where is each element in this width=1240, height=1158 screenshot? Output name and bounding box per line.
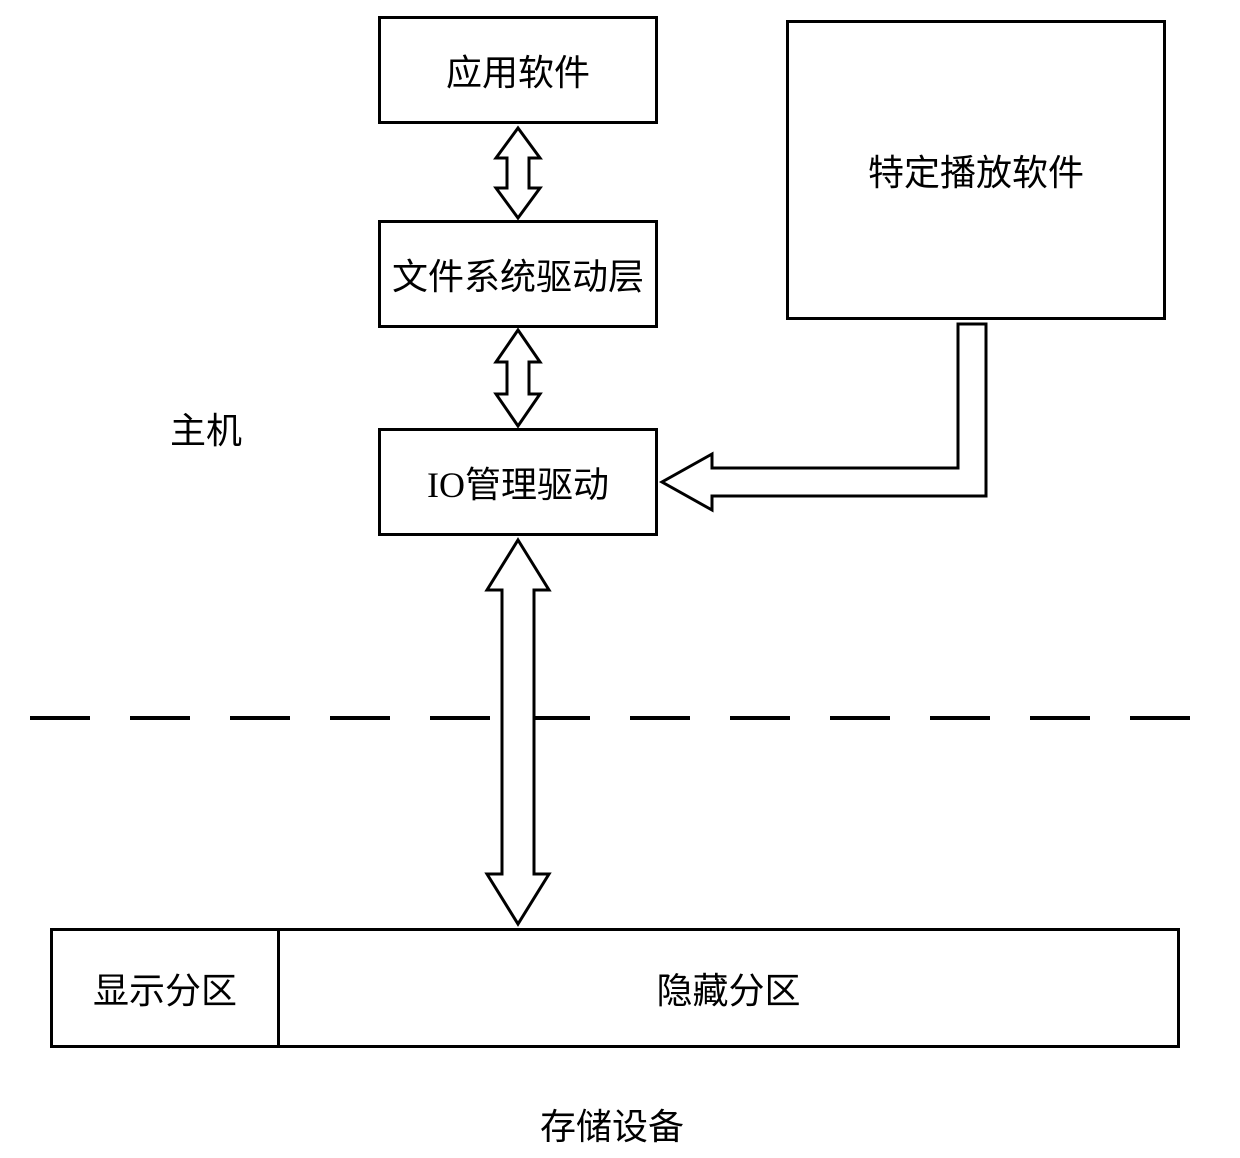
arrow-playback-to-io [0, 0, 1240, 1158]
